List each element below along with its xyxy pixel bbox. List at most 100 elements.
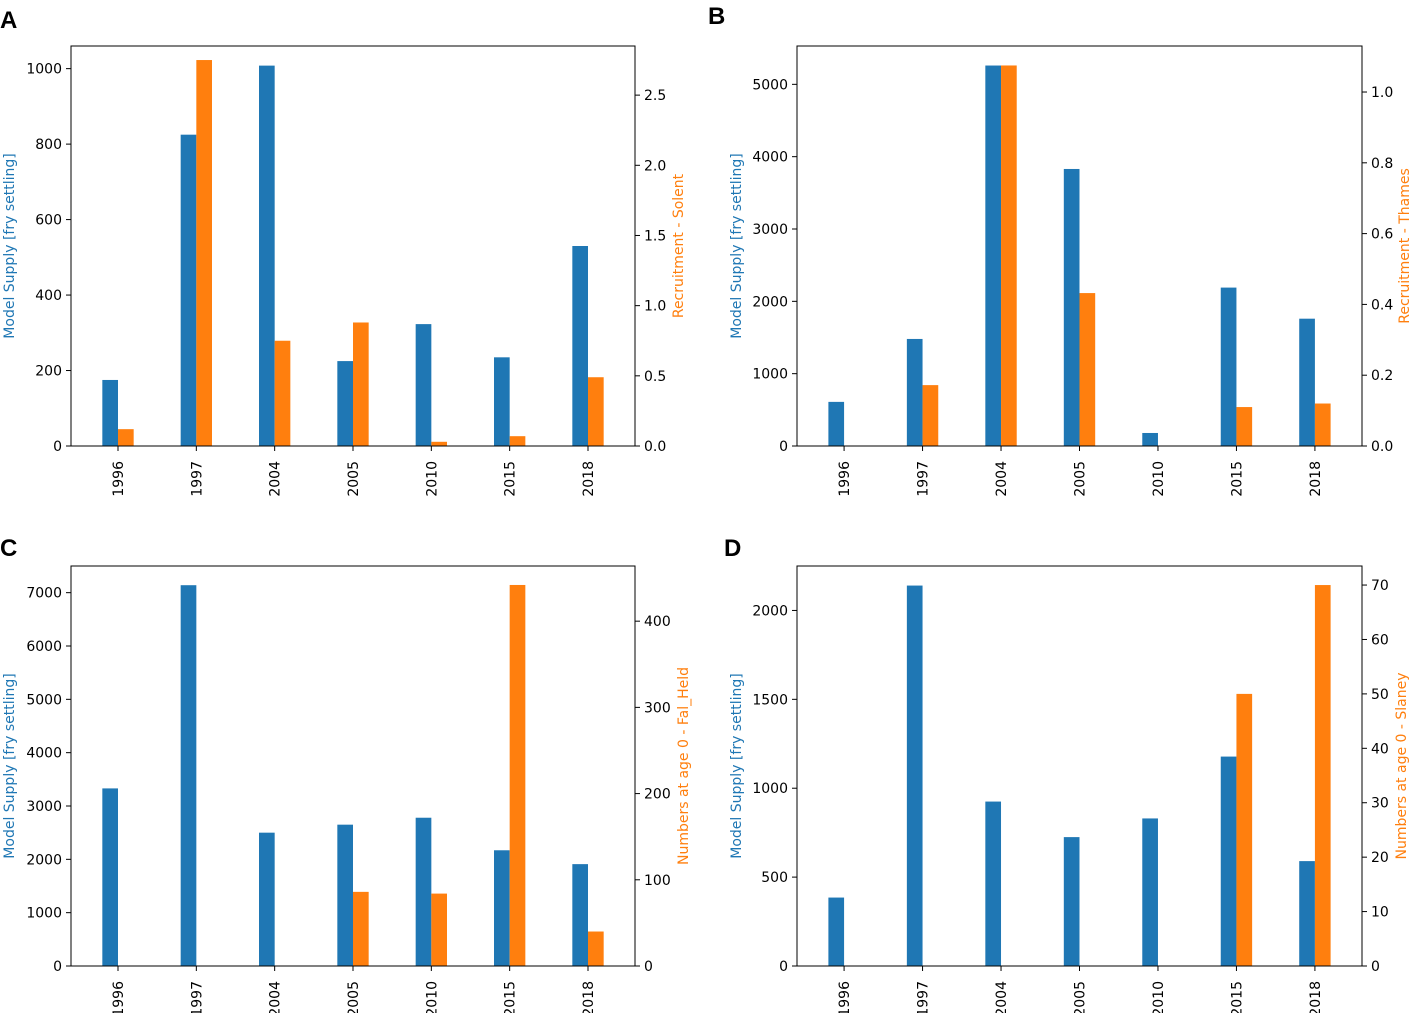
y-tick-label: 5000 [752, 77, 788, 93]
panel-letter: A [0, 7, 17, 34]
y-tick-label: 6000 [26, 639, 62, 655]
x-tick-label: 2015 [503, 981, 519, 1013]
bar-supply-2005 [337, 824, 353, 966]
y-tick-label: 2000 [752, 603, 788, 619]
chart-panel-a: 0 200 400 600 800 1000 0.0 0.5 1.0 1.5 2.0 2.5 1996 1… [0, 7, 687, 497]
y-right-tick-label: 1.0 [1371, 85, 1393, 101]
bar-supply-2018 [1299, 318, 1315, 446]
y-axis-title: Model Supply [fry settling] [2, 153, 18, 338]
bar-supply-2010 [1142, 818, 1158, 966]
x-tick-label: 2018 [581, 981, 597, 1013]
bar-supply-2004 [985, 801, 1002, 966]
bar-supply-2015 [494, 357, 510, 446]
y-right-tick-label: 0.8 [1371, 156, 1393, 172]
x-tick-label: 2015 [1229, 461, 1245, 497]
x-tick-label: 2010 [1151, 981, 1167, 1013]
bar-recruit-2018 [1314, 585, 1331, 966]
bar-recruit-2015 [509, 436, 526, 446]
x-tick-label: 2004 [268, 981, 284, 1013]
x-tick-label: 2010 [424, 461, 440, 497]
x-tick-label: 2005 [346, 981, 362, 1013]
bar-recruit-2015 [1236, 407, 1253, 446]
x-tick-label: 1996 [111, 981, 127, 1013]
y-tick-label: 500 [761, 870, 788, 886]
bar-recruit-2005 [353, 891, 369, 966]
y-axis-title: Model Supply [fry settling] [729, 153, 745, 338]
bar-supply-2015 [494, 850, 510, 966]
bar-supply-1997 [906, 338, 923, 446]
x-tick-label: 2010 [1151, 461, 1167, 497]
y-right-tick-label: 10 [1371, 905, 1389, 921]
x-tick-label: 2004 [994, 461, 1010, 497]
bar-recruit-2015 [1236, 693, 1253, 966]
y-tick-label: 3000 [26, 799, 62, 815]
bar-recruit-2015 [509, 584, 526, 966]
y-tick-label: 0 [779, 959, 788, 975]
bar-supply-1996 [102, 379, 118, 446]
y-right-tick-label: 50 [1371, 687, 1389, 703]
bar-supply-2004 [985, 65, 1002, 446]
y-tick-label: 0 [53, 959, 62, 975]
x-tick-label: 2005 [346, 461, 362, 497]
bar-recruit-2010 [431, 893, 447, 966]
y-right-axis-title: Numbers at age 0 - Slaney [1394, 672, 1410, 859]
bar-supply-1996 [828, 897, 845, 966]
y-right-tick-label: 0.2 [1371, 368, 1393, 384]
y-axis-title: Model Supply [fry settling] [2, 673, 18, 858]
bar-recruit-1996 [118, 429, 134, 446]
x-tick-label: 1997 [916, 981, 932, 1013]
y-tick-label: 1500 [752, 692, 788, 708]
y-right-axis-title: Recruitment - Thames [1397, 168, 1413, 324]
bar-recruit-2018 [588, 377, 604, 446]
y-tick-label: 0 [779, 439, 788, 455]
bar-recruit-2005 [1079, 293, 1096, 446]
y-right-tick-label: 0.0 [1371, 439, 1393, 455]
bar-recruit-2018 [1314, 403, 1331, 446]
bar-supply-2010 [415, 817, 432, 966]
bar-supply-2010 [415, 324, 432, 446]
panel-letter: D [724, 535, 741, 562]
x-tick-label: 1997 [189, 461, 205, 497]
chart-panel-b: 0 1000 2000 3000 4000 5000 0.0 0.2 0.4 0.6 0.8 1.0 1… [708, 3, 1413, 497]
y-right-tick-label: 0.5 [644, 369, 666, 385]
bar-supply-2010 [1142, 432, 1158, 446]
y-tick-label: 2000 [26, 852, 62, 868]
chart-panel-c: 0 1000 2000 3000 4000 5000 6000 7000 0 100 200 300 4… [0, 535, 692, 1017]
bar-supply-2018 [572, 864, 588, 966]
x-tick-label: 1996 [837, 981, 853, 1013]
panel-letter: C [0, 535, 17, 562]
y-tick-label: 800 [35, 137, 62, 153]
y-right-tick-label: 60 [1371, 632, 1389, 648]
bar-recruit-2018 [588, 931, 604, 966]
y-right-tick-label: 400 [644, 614, 671, 630]
bar-supply-1996 [828, 401, 845, 446]
y-tick-label: 400 [35, 288, 62, 304]
bar-supply-2018 [1299, 861, 1315, 966]
y-tick-label: 5000 [26, 692, 62, 708]
bar-supply-1997 [180, 585, 197, 966]
y-right-axis-title: Numbers at age 0 - Fal_Held [676, 667, 692, 865]
y-tick-label: 1000 [752, 367, 788, 383]
y-right-tick-label: 200 [644, 787, 671, 803]
bar-supply-2015 [1220, 756, 1237, 966]
bar-recruit-1997 [196, 60, 212, 446]
y-right-tick-label: 2.0 [644, 158, 666, 174]
y-tick-label: 3000 [752, 222, 788, 238]
y-tick-label: 0 [53, 439, 62, 455]
bar-supply-1997 [180, 134, 197, 446]
y-right-tick-label: 40 [1371, 741, 1389, 757]
bar-supply-2005 [337, 361, 353, 446]
y-tick-label: 4000 [26, 746, 62, 762]
x-tick-label: 2015 [1229, 981, 1245, 1013]
bar-supply-2005 [1063, 168, 1080, 446]
y-right-tick-label: 30 [1371, 796, 1389, 812]
bar-recruit-2010 [431, 441, 447, 446]
y-right-tick-label: 2.5 [644, 88, 666, 104]
y-right-tick-label: 70 [1371, 578, 1389, 594]
y-tick-label: 1000 [26, 906, 62, 922]
x-tick-label: 1996 [111, 461, 127, 497]
y-tick-label: 200 [35, 364, 62, 380]
x-tick-label: 2018 [1308, 461, 1324, 497]
chart-panel-d: 0 500 1000 1500 2000 0 10 20 30 40 50 60 70 1996 1997 2… [724, 535, 1410, 1017]
